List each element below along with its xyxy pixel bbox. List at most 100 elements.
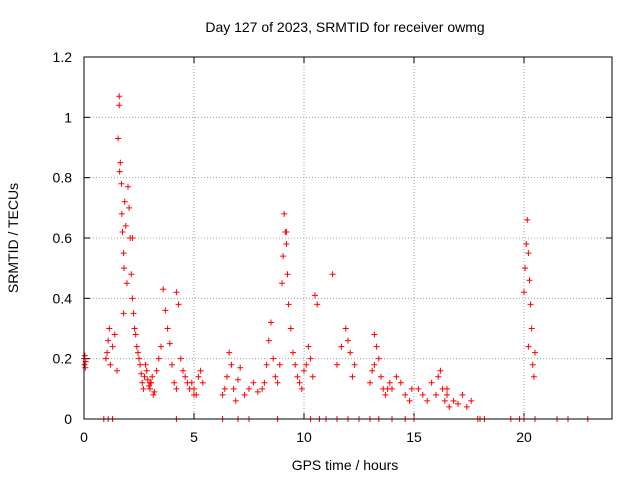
data-point: [197, 367, 204, 374]
data-point: [283, 228, 290, 235]
data-point: [175, 301, 182, 308]
data-point: [329, 271, 336, 278]
y-tick-label: 0.4: [53, 290, 73, 306]
data-point: [106, 325, 113, 332]
data-point: [173, 289, 180, 296]
data-point: [345, 337, 351, 344]
data-point: [279, 280, 285, 287]
data-point: [312, 292, 318, 299]
data-point: [109, 343, 116, 350]
data-point: [126, 204, 133, 211]
y-axis-label: SRMTID / TECUs: [5, 183, 21, 293]
data-point: [235, 376, 241, 383]
data-point: [232, 397, 239, 404]
data-point: [290, 349, 296, 356]
data-point: [246, 385, 252, 392]
data-point: [424, 397, 431, 404]
data-point: [371, 331, 378, 338]
data-point: [272, 373, 279, 380]
data-point: [437, 367, 444, 374]
data-point: [375, 355, 382, 362]
data-point: [122, 222, 129, 229]
data-point: [120, 310, 127, 317]
y-tick-label: 0: [64, 411, 72, 427]
data-point: [351, 361, 358, 368]
data-point: [529, 361, 536, 368]
data-point: [428, 379, 435, 386]
data-point: [408, 385, 415, 392]
data-point: [250, 379, 257, 386]
data-point: [230, 385, 237, 392]
data-point: [139, 379, 146, 386]
data-point: [524, 216, 531, 223]
data-point: [444, 385, 450, 392]
data-point: [463, 403, 470, 410]
data-point: [435, 373, 442, 380]
data-point: [280, 253, 287, 260]
y-tick-label: 0.8: [53, 170, 73, 186]
data-point: [138, 370, 145, 377]
data-point: [402, 391, 409, 398]
data-point: [433, 391, 439, 398]
data-point: [171, 379, 178, 386]
data-point: [164, 325, 171, 332]
data-point: [166, 340, 173, 347]
data-point: [314, 301, 321, 308]
data-point: [525, 250, 532, 257]
y-tick-label: 0.6: [53, 230, 73, 246]
data-point: [263, 361, 270, 368]
data-point: [307, 355, 314, 362]
data-point: [334, 361, 340, 368]
data-point: [121, 265, 128, 272]
data-point: [369, 367, 376, 374]
data-point: [147, 385, 153, 392]
data-point: [386, 379, 393, 386]
y-tick-label: 1.2: [53, 49, 73, 65]
data-point: [441, 397, 448, 404]
data-point: [177, 355, 184, 362]
data-point: [115, 135, 122, 142]
data-point: [268, 319, 274, 326]
data-point: [367, 379, 373, 386]
data-point: [254, 388, 261, 395]
data-point: [111, 331, 118, 338]
x-tick-label: 10: [296, 429, 312, 445]
data-point: [129, 235, 136, 241]
data-point: [349, 373, 356, 380]
x-tick-label: 0: [80, 429, 88, 445]
data-point: [120, 250, 127, 257]
data-point: [226, 349, 233, 356]
data-point: [130, 310, 137, 317]
data-point: [116, 168, 123, 175]
data-point: [287, 325, 294, 332]
x-tick-label: 5: [190, 429, 198, 445]
data-point: [455, 400, 461, 407]
data-point: [530, 373, 537, 380]
x-tick-labels: 0 5 10 15 20: [80, 429, 532, 445]
data-point: [180, 367, 186, 374]
data-point: [274, 379, 281, 386]
data-point: [521, 289, 527, 296]
data-point: [285, 301, 292, 308]
data-point: [265, 337, 272, 344]
data-point: [136, 355, 142, 362]
data-point: [347, 349, 354, 356]
data-point: [459, 391, 466, 398]
data-point: [292, 361, 299, 368]
data-point: [221, 385, 228, 392]
data-point: [123, 280, 130, 287]
data-point: [82, 364, 89, 371]
data-point: [284, 271, 291, 278]
data-point: [134, 349, 141, 356]
data-point: [114, 367, 120, 374]
data-point: [415, 385, 422, 392]
data-point: [182, 373, 189, 380]
data-point: [116, 102, 123, 109]
x-tick-label: 15: [406, 429, 422, 445]
data-point: [129, 295, 136, 302]
chart-title: Day 127 of 2023, SRMTID for receiver owm…: [205, 19, 484, 35]
data-point: [224, 373, 230, 380]
data-point: [125, 183, 131, 190]
data-point: [118, 180, 125, 187]
data-point: [296, 379, 303, 386]
